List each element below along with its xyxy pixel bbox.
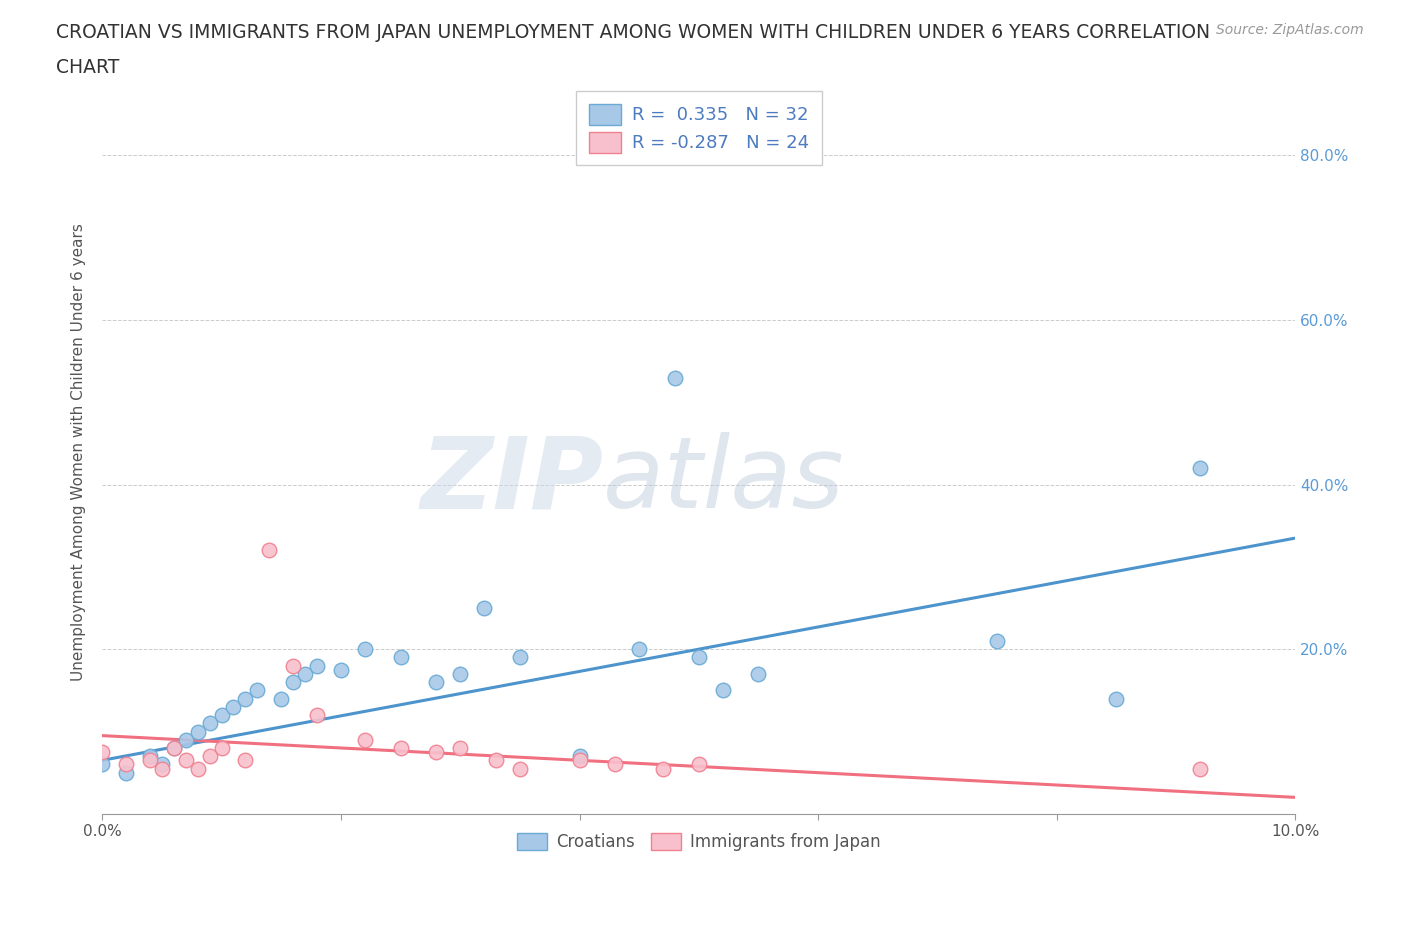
Point bbox=[305, 658, 328, 673]
Point bbox=[329, 662, 352, 677]
Point bbox=[472, 601, 495, 616]
Point bbox=[353, 642, 375, 657]
Text: CHART: CHART bbox=[56, 58, 120, 76]
Point bbox=[449, 667, 471, 682]
Point bbox=[91, 745, 114, 760]
Point bbox=[986, 633, 1008, 648]
Point bbox=[281, 658, 304, 673]
Legend: Croatians, Immigrants from Japan: Croatians, Immigrants from Japan bbox=[509, 825, 889, 860]
Point bbox=[235, 753, 257, 768]
Point bbox=[174, 732, 197, 747]
Point bbox=[1188, 761, 1211, 776]
Point bbox=[163, 740, 186, 755]
Point bbox=[270, 691, 292, 706]
Point bbox=[139, 753, 162, 768]
Point bbox=[509, 650, 531, 665]
Point bbox=[150, 761, 173, 776]
Point bbox=[222, 699, 245, 714]
Point bbox=[568, 753, 591, 768]
Point bbox=[425, 745, 447, 760]
Point bbox=[187, 724, 209, 739]
Point bbox=[115, 765, 138, 780]
Point bbox=[281, 674, 304, 689]
Point bbox=[246, 683, 269, 698]
Point bbox=[211, 740, 233, 755]
Point bbox=[198, 716, 221, 731]
Point bbox=[568, 749, 591, 764]
Point bbox=[353, 732, 375, 747]
Point bbox=[664, 370, 686, 385]
Point bbox=[628, 642, 651, 657]
Point bbox=[652, 761, 675, 776]
Point bbox=[150, 757, 173, 772]
Text: CROATIAN VS IMMIGRANTS FROM JAPAN UNEMPLOYMENT AMONG WOMEN WITH CHILDREN UNDER 6: CROATIAN VS IMMIGRANTS FROM JAPAN UNEMPL… bbox=[56, 23, 1211, 42]
Point bbox=[139, 749, 162, 764]
Point bbox=[259, 543, 281, 558]
Point bbox=[485, 753, 508, 768]
Point bbox=[198, 749, 221, 764]
Point bbox=[389, 740, 412, 755]
Point bbox=[211, 708, 233, 723]
Point bbox=[711, 683, 734, 698]
Text: ZIP: ZIP bbox=[420, 432, 603, 529]
Point bbox=[389, 650, 412, 665]
Point bbox=[1105, 691, 1128, 706]
Point bbox=[425, 674, 447, 689]
Point bbox=[747, 667, 769, 682]
Point bbox=[294, 667, 316, 682]
Text: atlas: atlas bbox=[603, 432, 845, 529]
Point bbox=[1188, 460, 1211, 475]
Point bbox=[449, 740, 471, 755]
Point bbox=[163, 740, 186, 755]
Text: Source: ZipAtlas.com: Source: ZipAtlas.com bbox=[1216, 23, 1364, 37]
Point bbox=[688, 650, 710, 665]
Point bbox=[174, 753, 197, 768]
Point bbox=[235, 691, 257, 706]
Point bbox=[305, 708, 328, 723]
Point bbox=[688, 757, 710, 772]
Point bbox=[605, 757, 627, 772]
Point bbox=[91, 757, 114, 772]
Point bbox=[115, 757, 138, 772]
Point bbox=[509, 761, 531, 776]
Y-axis label: Unemployment Among Women with Children Under 6 years: Unemployment Among Women with Children U… bbox=[72, 222, 86, 681]
Point bbox=[187, 761, 209, 776]
